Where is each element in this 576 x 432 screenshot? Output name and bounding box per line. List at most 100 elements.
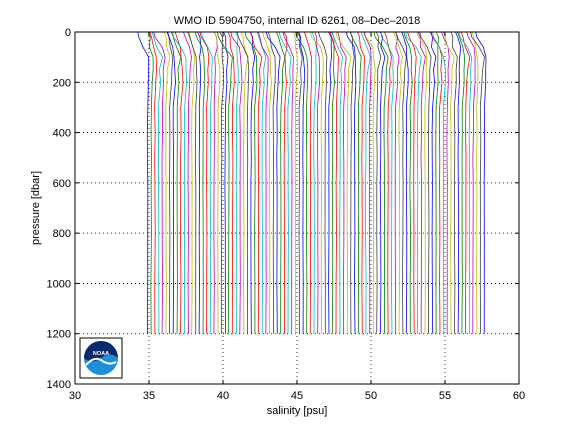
y-tick-labels: 0 200 400 600 800 1000 1200 1400	[47, 27, 71, 391]
y-tick-label: 600	[53, 178, 71, 190]
y-tick-label: 1000	[47, 278, 71, 290]
profile-line	[360, 31, 371, 334]
profile-line	[149, 31, 157, 334]
profile-line	[394, 31, 400, 334]
profile-line	[276, 31, 286, 334]
x-tick-label: 30	[69, 390, 81, 402]
profile-line	[167, 31, 176, 334]
profile-line	[337, 31, 347, 334]
profile-line	[201, 31, 213, 334]
y-tick-label: 400	[53, 128, 71, 140]
profile-line	[403, 31, 413, 334]
profile-line	[304, 31, 312, 334]
profile-line	[137, 31, 150, 334]
profile-line	[282, 31, 294, 334]
profile-line	[401, 31, 409, 334]
logo-gull	[84, 341, 118, 362]
profile-line	[266, 31, 281, 334]
profile-line	[214, 31, 221, 334]
x-tick-label: 55	[439, 390, 451, 402]
profile-line	[432, 31, 446, 334]
x-tick-label: 35	[143, 390, 155, 402]
y-tick-label: 200	[53, 77, 71, 89]
profile-line	[349, 31, 355, 334]
profile-line	[283, 31, 288, 334]
profile-line	[429, 31, 437, 334]
x-tick-label: 50	[365, 390, 377, 402]
profile-line	[258, 31, 269, 334]
noaa-logo: NOAA	[79, 337, 123, 379]
profile-line	[298, 31, 305, 334]
profile-line	[318, 31, 328, 334]
profile-line	[240, 31, 249, 334]
profile-line	[458, 31, 473, 334]
profile-line	[151, 31, 164, 334]
profile-line	[250, 31, 263, 334]
profile-line	[244, 31, 258, 334]
profile-line	[278, 31, 292, 334]
x-tick-label: 45	[291, 390, 303, 402]
profile-line	[194, 31, 206, 334]
profile-line	[213, 31, 218, 334]
profile-line	[380, 31, 394, 334]
grid	[75, 32, 519, 384]
y-tick-label: 1200	[47, 329, 71, 341]
profile-line	[295, 31, 309, 334]
profile-line	[350, 31, 362, 334]
profile-line	[455, 31, 462, 334]
profile-line	[363, 31, 372, 334]
profile-line	[172, 31, 188, 334]
profile-line	[470, 31, 485, 334]
y-tick-label: 1400	[47, 379, 71, 391]
profile-line	[217, 31, 233, 334]
chart-title: WMO ID 5904750, internal ID 6261, 08–Dec…	[174, 15, 420, 27]
profile-line	[416, 31, 428, 334]
profile-lines	[137, 31, 487, 334]
profile-line	[475, 31, 487, 334]
profile-line	[379, 31, 386, 334]
x-axis-label: salinity [psu]	[267, 405, 328, 417]
profile-line	[314, 31, 321, 334]
profile-line	[373, 31, 389, 334]
x-tick-labels: 30 35 40 45 50 55 60	[69, 390, 525, 402]
profile-line	[329, 31, 339, 334]
profile-line	[310, 31, 324, 334]
profile-line	[457, 31, 466, 334]
profile-line	[419, 31, 432, 334]
profile-line	[417, 31, 426, 334]
x-tick-label: 60	[513, 390, 525, 402]
plot-area: 30 35 40 45 50 55 60 0 200 400 600 800 1000 1200 1400	[47, 27, 526, 402]
profile-line	[171, 31, 182, 334]
profile-line	[174, 31, 184, 334]
profile-line	[364, 31, 376, 334]
profile-line	[297, 31, 303, 334]
profile-line	[357, 31, 365, 334]
ticks	[74, 31, 520, 385]
profile-line	[237, 31, 250, 334]
profile-line	[331, 31, 335, 334]
profile-line	[183, 31, 192, 334]
profile-line	[292, 31, 298, 334]
profile-line	[223, 31, 229, 334]
logo-text: NOAA	[93, 351, 109, 357]
profile-line	[450, 31, 458, 334]
profile-line	[466, 31, 476, 334]
profile-line	[166, 31, 174, 334]
profile-line	[147, 31, 154, 334]
profile-line	[393, 31, 403, 334]
y-axis-label: pressure [dbar]	[30, 171, 42, 245]
profile-line	[460, 31, 471, 334]
logo-wave	[85, 357, 117, 366]
profile-line	[199, 31, 210, 334]
x-tick-label: 40	[217, 390, 229, 402]
profile-line	[405, 31, 422, 334]
profile-line	[471, 31, 479, 334]
profile-line	[267, 31, 276, 334]
profile-line	[188, 31, 198, 334]
profile-line	[346, 31, 357, 334]
profile-line	[227, 31, 235, 334]
profile-line	[230, 31, 243, 334]
y-tick-label: 800	[53, 228, 71, 240]
profile-line	[375, 31, 382, 334]
